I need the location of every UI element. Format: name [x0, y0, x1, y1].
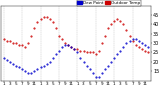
Legend: Dew Point, Outdoor Temp: Dew Point, Outdoor Temp: [77, 0, 141, 6]
